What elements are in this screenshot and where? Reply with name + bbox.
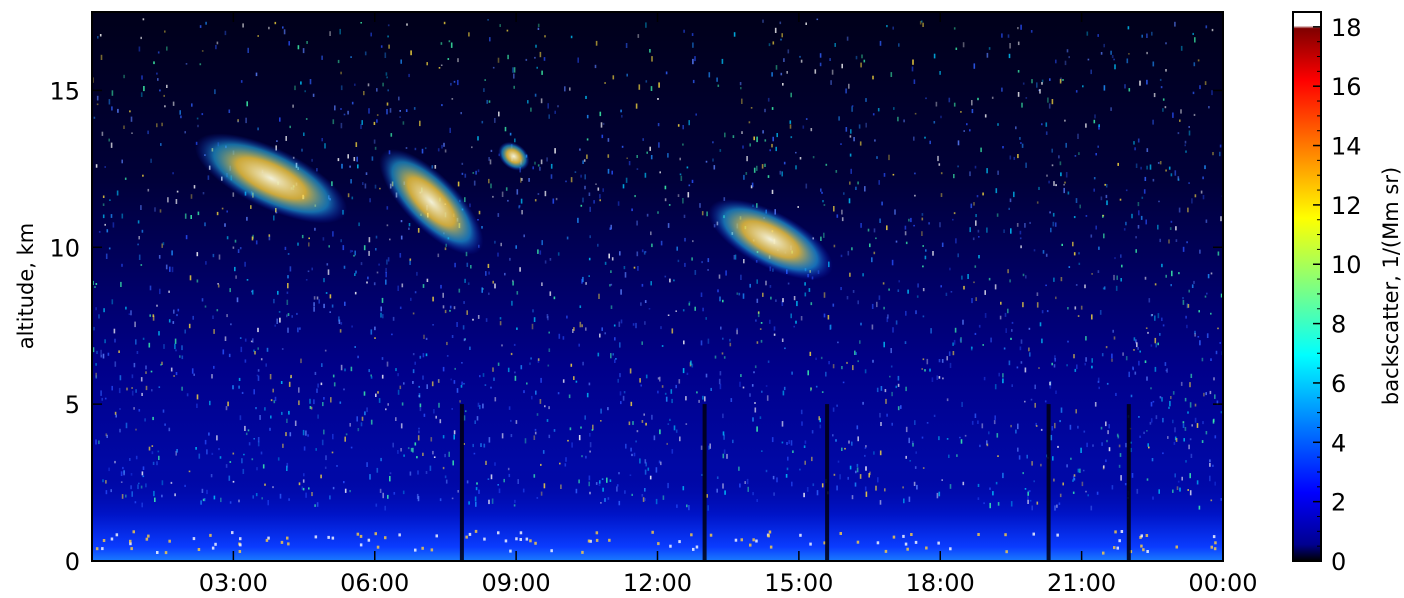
y-tick-label: 5: [65, 391, 80, 419]
colorbar: [1293, 12, 1321, 561]
x-tick-label: 09:00: [482, 569, 551, 597]
colorbar-tick-label: 2: [1331, 489, 1346, 517]
colorbar-label: backscatter, 1/(Mm sr): [1379, 167, 1403, 405]
x-tick-label: 12:00: [623, 569, 692, 597]
dropout-column: [459, 404, 464, 561]
colorbar-tick-label: 10: [1331, 251, 1362, 279]
colorbar-tick-label: 6: [1331, 370, 1346, 398]
cirrus-feature: [708, 199, 833, 280]
x-tick-label: 00:00: [1188, 569, 1257, 597]
cirrus-feature: [194, 133, 348, 224]
colorbar-tick-label: 18: [1331, 14, 1362, 42]
dropout-column: [702, 404, 707, 561]
dropout-column: [825, 404, 830, 561]
y-tick-label: 10: [49, 234, 80, 262]
colorbar-tick-label: 16: [1331, 73, 1362, 101]
y-tick-label: 15: [49, 77, 80, 105]
colorbar-tick-label: 4: [1331, 429, 1346, 457]
colorbar-tick-label: 8: [1331, 311, 1346, 339]
cirrus-feature: [498, 141, 530, 171]
x-tick-label: 06:00: [340, 569, 409, 597]
cirrus-feature: [379, 148, 484, 255]
boundary-layer-band: [92, 468, 1223, 561]
colorbar-tick-label: 0: [1331, 548, 1346, 576]
x-tick-label: 15:00: [764, 569, 833, 597]
y-axis-label: altitude, km: [14, 223, 38, 350]
plot-area: [92, 12, 1223, 561]
dropout-column: [1046, 404, 1051, 561]
colorbar-frame: [1292, 11, 1322, 562]
x-tick-label: 03:00: [199, 569, 268, 597]
x-tick-label: 21:00: [1047, 569, 1116, 597]
colorbar-tick-label: 12: [1331, 192, 1362, 220]
x-tick-label: 18:00: [906, 569, 975, 597]
y-tick-label: 0: [65, 548, 80, 576]
dropout-column: [1126, 404, 1131, 561]
colorbar-tick-label: 14: [1331, 133, 1362, 161]
